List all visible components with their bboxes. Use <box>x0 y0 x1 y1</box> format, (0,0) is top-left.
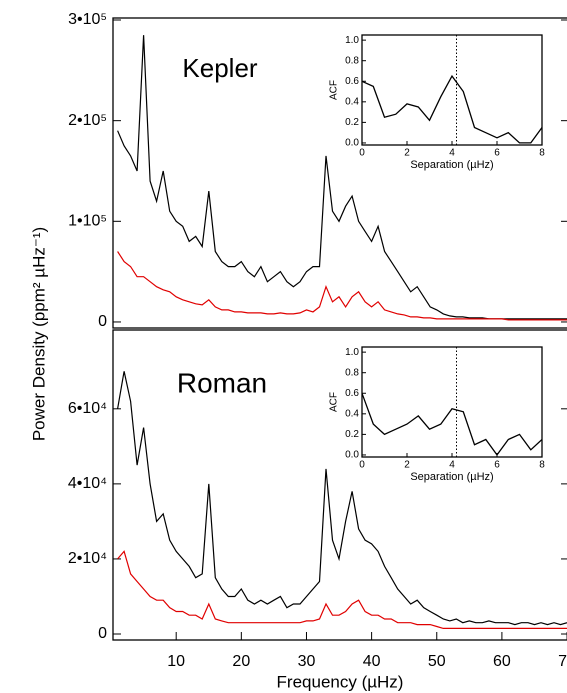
plot-frame <box>361 34 543 146</box>
x-tick-label: 40 <box>363 653 381 670</box>
panel-label: Kepler <box>182 53 257 83</box>
y-tick-label: 0.0 <box>345 138 359 149</box>
x-tick-label: 8 <box>539 148 545 159</box>
x-axis-title: Separation (µHz) <box>410 471 493 483</box>
x-tick-label: 6 <box>494 460 500 471</box>
plot-frame <box>112 329 567 641</box>
y-axis-title: Power Density (ppm² µHz⁻¹) <box>29 227 48 441</box>
y-tick-label: 0.2 <box>345 429 359 440</box>
y-tick-label: 0 <box>98 313 107 330</box>
y-tick-label: 0 <box>98 625 107 642</box>
y-tick-label: 0.8 <box>345 55 359 66</box>
x-tick-label: 4 <box>449 460 455 471</box>
panel-label: Roman <box>177 367 267 398</box>
x-tick-label: 2 <box>404 148 410 159</box>
x-tick-label: 8 <box>539 460 545 471</box>
y-tick-label: 4•10⁴ <box>68 475 107 492</box>
y-tick-label: 0.4 <box>345 96 359 107</box>
inset-background <box>362 347 542 457</box>
x-tick-label: 30 <box>298 653 316 670</box>
series-line <box>362 74 542 144</box>
y-tick-label: 1.0 <box>345 35 359 46</box>
y-tick-label: 0.2 <box>345 117 359 128</box>
x-tick-label: 6 <box>494 148 500 159</box>
x-tick-label: 4 <box>449 148 455 159</box>
y-tick-label: 0.4 <box>345 408 359 419</box>
y-tick-label: 2•10⁴ <box>68 550 107 567</box>
y-axis-title: ACF <box>329 392 340 412</box>
y-tick-label: 0.0 <box>345 450 359 461</box>
x-tick-label: 70 <box>558 653 567 670</box>
x-tick-label: 0 <box>359 460 365 471</box>
y-tick-label: 6•10⁴ <box>68 400 107 417</box>
x-tick-label: 20 <box>232 653 250 670</box>
y-tick-label: 0.6 <box>345 388 359 399</box>
y-tick-label: 1.0 <box>345 347 359 358</box>
series-line <box>117 550 567 629</box>
series-line <box>117 371 567 626</box>
x-tick-label: 2 <box>404 460 410 471</box>
x-tick-label: 50 <box>428 653 446 670</box>
x-tick-label: 60 <box>493 653 511 670</box>
y-tick-label: 1•10⁵ <box>68 213 107 230</box>
plot-frame <box>112 17 567 329</box>
y-tick-label: 0.8 <box>345 367 359 378</box>
plot-frame <box>361 346 543 458</box>
y-axis-title: ACF <box>329 80 340 100</box>
x-tick-label: 10 <box>167 653 185 670</box>
series-line <box>117 251 567 321</box>
x-axis-title: Frequency (µHz) <box>277 672 404 691</box>
x-axis-title: Separation (µHz) <box>410 159 493 171</box>
series-line <box>362 393 542 457</box>
y-tick-label: 3•10⁵ <box>68 11 107 28</box>
y-tick-label: 0.6 <box>345 76 359 87</box>
x-tick-label: 0 <box>359 148 365 159</box>
y-tick-label: 2•10⁵ <box>68 112 107 129</box>
inset-background <box>362 35 542 145</box>
